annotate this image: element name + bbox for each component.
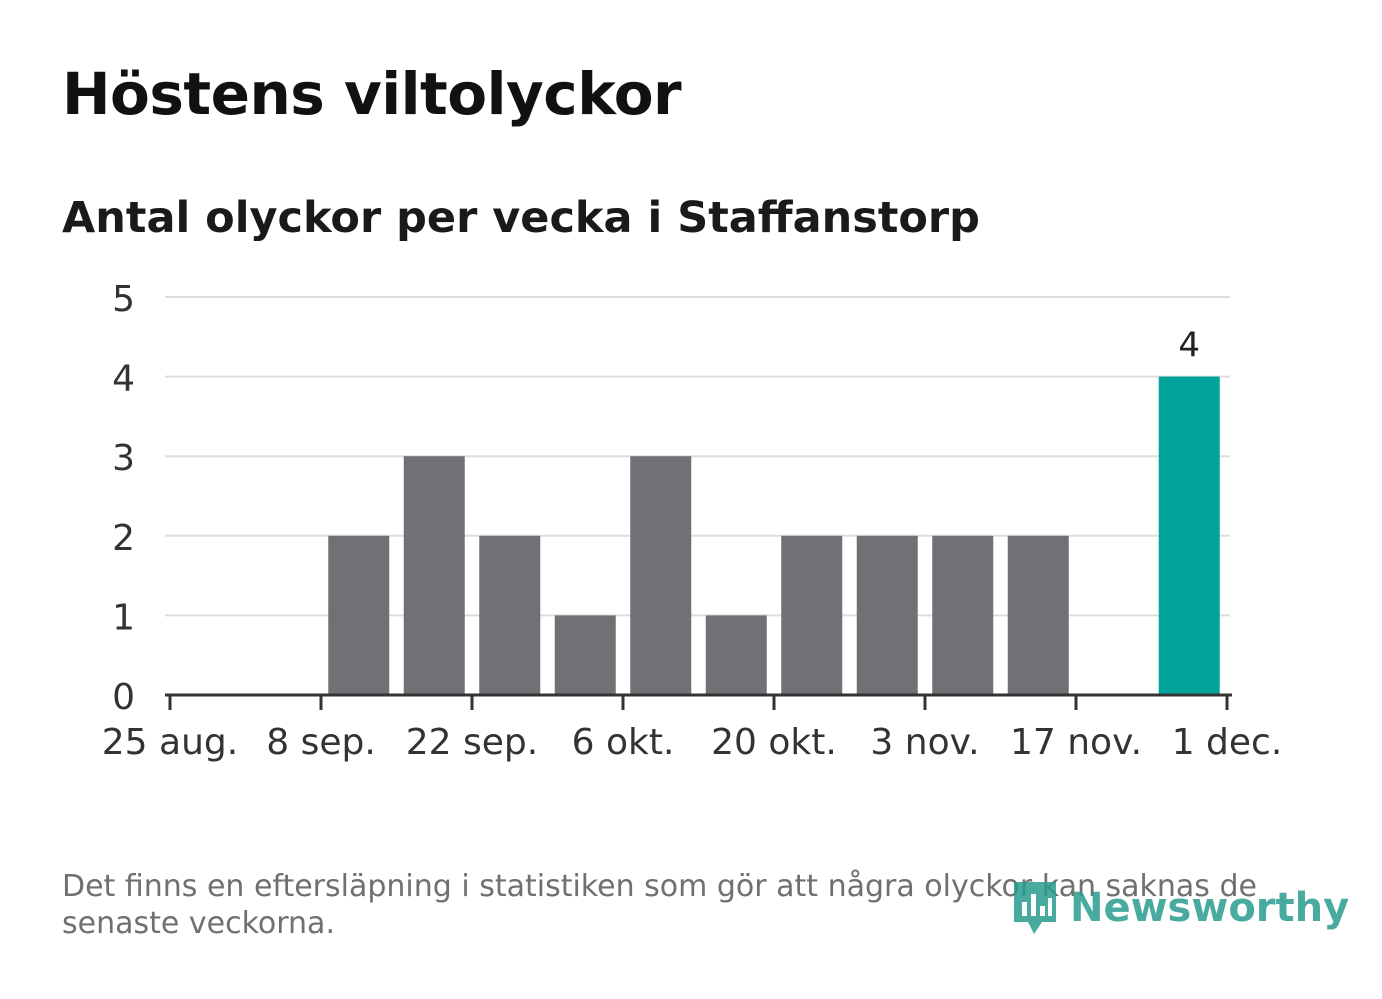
x-axis: 25 aug. 8 sep. 22 sep. 6 okt. 20 okt. 3 nov. 1… [102, 693, 1283, 763]
x-tick-label: 20 okt. [711, 722, 837, 763]
y-tick-label: 1 [112, 597, 135, 638]
bar [856, 535, 918, 695]
newsworthy-logo-text: Newsworthy [1070, 885, 1350, 931]
bar-chart: 0 1 2 3 4 5 25 aug. 8 sep. 22 sep. 6 okt. 20 okt.… [102, 279, 1283, 763]
grid-lines [165, 296, 1230, 617]
y-tick-label: 5 [112, 279, 135, 320]
y-axis-labels: 0 1 2 3 4 5 [112, 279, 135, 718]
bar [328, 535, 390, 695]
x-tick-label: 8 sep. [266, 722, 376, 763]
y-tick-label: 0 [112, 677, 135, 718]
bar [403, 456, 465, 695]
y-tick-label: 2 [112, 518, 135, 559]
bar [705, 615, 767, 695]
x-tick-label: 17 nov. [1010, 722, 1142, 763]
bar [1007, 535, 1069, 695]
bar [479, 535, 541, 695]
y-tick-label: 4 [112, 359, 135, 400]
x-tick-label: 22 sep. [406, 722, 538, 763]
bar [932, 535, 994, 695]
data-labels: 4 [1178, 326, 1200, 366]
chart-title: Höstens viltolyckor [62, 60, 682, 128]
newsworthy-logo: Newsworthy [1010, 876, 1349, 940]
bars [328, 376, 1220, 695]
data-label: 4 [1178, 326, 1200, 366]
bar [630, 456, 692, 695]
footnote: Det finns en eftersläpning i statistiken… [62, 869, 1257, 941]
x-tick-label: 3 nov. [870, 722, 979, 763]
bar [554, 615, 616, 695]
newsworthy-logo-icon [1014, 882, 1056, 934]
x-tick-label: 6 okt. [572, 722, 675, 763]
x-tick-label: 25 aug. [102, 722, 238, 763]
bar [781, 535, 843, 695]
x-tick-label: 1 dec. [1172, 722, 1283, 763]
y-tick-label: 3 [112, 438, 135, 479]
chart-subtitle: Antal olyckor per vecka i Staffanstorp [62, 193, 980, 243]
bar-highlight [1158, 376, 1220, 695]
